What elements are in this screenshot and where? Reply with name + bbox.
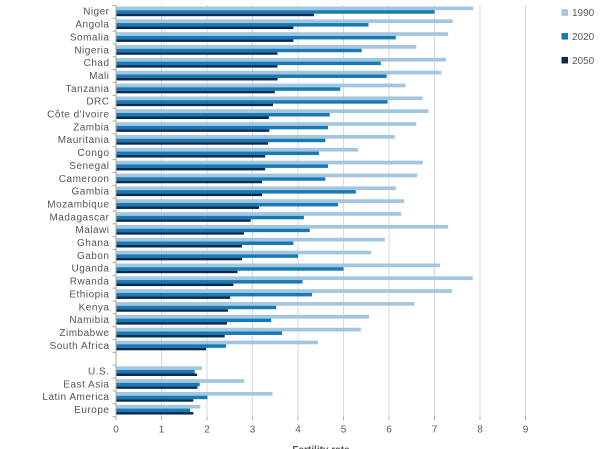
svg-text:Ethiopia: Ethiopia: [69, 289, 109, 300]
svg-text:Namibia: Namibia: [69, 315, 109, 326]
svg-text:Congo: Congo: [78, 148, 110, 159]
svg-text:Somalia: Somalia: [70, 32, 110, 43]
svg-text:Ghana: Ghana: [77, 238, 110, 249]
svg-text:Zimbabwe: Zimbabwe: [59, 328, 109, 339]
svg-text:4: 4: [295, 425, 301, 436]
svg-text:2020: 2020: [572, 32, 595, 43]
svg-text:2050: 2050: [572, 56, 595, 67]
svg-text:Mali: Mali: [89, 71, 109, 82]
svg-text:Côte d'Ivoire: Côte d'Ivoire: [47, 110, 109, 121]
svg-text:1990: 1990: [572, 8, 595, 19]
svg-text:Gambia: Gambia: [71, 187, 109, 198]
svg-text:DRC: DRC: [86, 97, 109, 108]
svg-text:Madagascar: Madagascar: [49, 212, 109, 223]
svg-text:Chad: Chad: [84, 58, 110, 69]
svg-text:7: 7: [432, 425, 438, 436]
svg-text:5: 5: [341, 425, 347, 436]
svg-text:3: 3: [250, 425, 256, 436]
svg-text:Zambia: Zambia: [73, 122, 109, 133]
svg-text:Mauritania: Mauritania: [58, 135, 110, 146]
svg-text:6: 6: [386, 425, 392, 436]
svg-text:Latin America: Latin America: [42, 392, 109, 403]
svg-text:Angola: Angola: [75, 20, 109, 31]
svg-text:Rwanda: Rwanda: [70, 277, 110, 288]
svg-text:U.S.: U.S.: [88, 367, 109, 378]
svg-text:Cameroon: Cameroon: [59, 174, 110, 185]
svg-text:East Asia: East Asia: [63, 379, 109, 390]
svg-text:0: 0: [113, 425, 119, 436]
svg-text:8: 8: [477, 425, 483, 436]
svg-text:Senegal: Senegal: [69, 161, 109, 172]
svg-text:Uganda: Uganda: [71, 264, 109, 275]
svg-text:Nigeria: Nigeria: [74, 45, 109, 56]
svg-text:Gabon: Gabon: [77, 251, 110, 262]
svg-text:Malawi: Malawi: [75, 225, 109, 236]
svg-text:Tanzania: Tanzania: [65, 84, 109, 95]
svg-text:Niger: Niger: [83, 7, 110, 18]
svg-text:South Africa: South Africa: [50, 341, 110, 352]
svg-text:1: 1: [159, 425, 165, 436]
svg-text:Mozambique: Mozambique: [47, 199, 109, 210]
svg-text:9: 9: [523, 425, 529, 436]
svg-text:Fertility rate: Fertility rate: [292, 445, 350, 449]
svg-text:Kenya: Kenya: [79, 302, 110, 313]
svg-text:Europe: Europe: [74, 405, 109, 416]
svg-text:2: 2: [204, 425, 210, 436]
